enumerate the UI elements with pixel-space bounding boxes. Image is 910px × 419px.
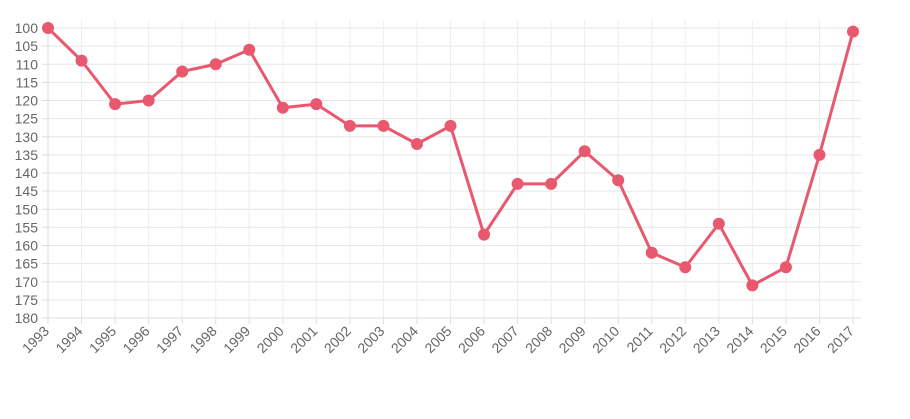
data-point[interactable] [712, 217, 725, 230]
data-point[interactable] [746, 279, 759, 292]
data-point[interactable] [75, 54, 88, 67]
x-tick-label: 2003 [354, 323, 387, 356]
data-point[interactable] [343, 119, 356, 132]
x-tick-label: 2014 [723, 323, 756, 356]
y-tick-label: 170 [15, 274, 39, 290]
points-layer [42, 22, 859, 292]
x-tick-label: 2006 [455, 323, 488, 356]
y-tick-label: 145 [15, 183, 39, 199]
x-tick-label: 1993 [19, 323, 52, 356]
data-point[interactable] [444, 119, 457, 132]
x-tick-label: 2010 [589, 323, 622, 356]
data-point[interactable] [410, 138, 423, 150]
grid [47, 20, 861, 319]
data-point[interactable] [276, 101, 289, 114]
data-point[interactable] [478, 228, 491, 241]
data-point[interactable] [142, 94, 155, 107]
y-tick-label: 140 [15, 165, 39, 181]
axes [42, 20, 861, 324]
y-tick-label: 120 [15, 93, 39, 109]
data-point[interactable] [511, 177, 524, 190]
x-tick-label: 2011 [623, 323, 656, 356]
x-tick-label: 2007 [488, 323, 521, 356]
data-point[interactable] [813, 148, 826, 161]
y-tick-label: 125 [15, 111, 39, 127]
x-tick-label: 2015 [757, 323, 790, 356]
y-tick-label: 100 [15, 20, 39, 36]
y-tick-label: 155 [15, 219, 39, 235]
y-tick-label: 165 [15, 256, 39, 272]
y-tick-label: 175 [15, 292, 39, 308]
y-tick-label: 105 [15, 38, 39, 54]
data-point[interactable] [847, 25, 859, 38]
y-tick-label: 135 [15, 147, 39, 163]
x-tick-label: 2012 [656, 323, 689, 356]
data-point[interactable] [42, 22, 54, 34]
data-point[interactable] [109, 98, 122, 111]
x-tick-label: 2001 [287, 323, 320, 356]
y-tick-label: 110 [16, 56, 39, 72]
data-point[interactable] [612, 174, 625, 187]
data-point[interactable] [679, 261, 692, 274]
x-tick-label: 2004 [388, 323, 421, 356]
x-tick-label: 1997 [153, 323, 186, 356]
data-point[interactable] [645, 246, 658, 259]
y-tick-label: 180 [15, 310, 39, 326]
x-tick-label: 2016 [790, 323, 823, 356]
x-tick-label: 1996 [119, 323, 152, 356]
data-point[interactable] [310, 98, 323, 111]
x-tick-label: 2013 [690, 323, 723, 356]
y-tick-label: 130 [15, 129, 39, 145]
data-point[interactable] [578, 145, 591, 158]
y-tick-labels: 100 105 110 115 120 125 130 135 140 145 150 155 160 1… [15, 20, 39, 326]
x-tick-label: 2008 [522, 323, 555, 356]
y-tick-label: 150 [15, 201, 39, 217]
x-tick-label: 2000 [254, 323, 287, 356]
data-point[interactable] [176, 65, 189, 78]
x-tick-label: 2005 [421, 323, 454, 356]
x-tick-labels: 1993 1994 1995 1996 1997 1998 1999 2000 2001 2002… [19, 323, 857, 356]
y-tick-label: 115 [16, 74, 39, 90]
x-tick-label: 2009 [555, 323, 588, 356]
data-point[interactable] [545, 177, 558, 190]
x-tick-label: 2002 [321, 323, 354, 356]
x-tick-label: 1998 [186, 323, 219, 356]
data-point[interactable] [209, 58, 222, 71]
data-point[interactable] [243, 43, 256, 56]
x-tick-label: 1994 [52, 323, 85, 356]
x-tick-label: 1999 [220, 323, 253, 356]
x-tick-label: 2017 [824, 323, 857, 356]
y-tick-label: 160 [15, 238, 39, 254]
x-tick-label: 1995 [86, 323, 119, 356]
data-point[interactable] [377, 119, 390, 132]
data-point[interactable] [779, 261, 792, 274]
